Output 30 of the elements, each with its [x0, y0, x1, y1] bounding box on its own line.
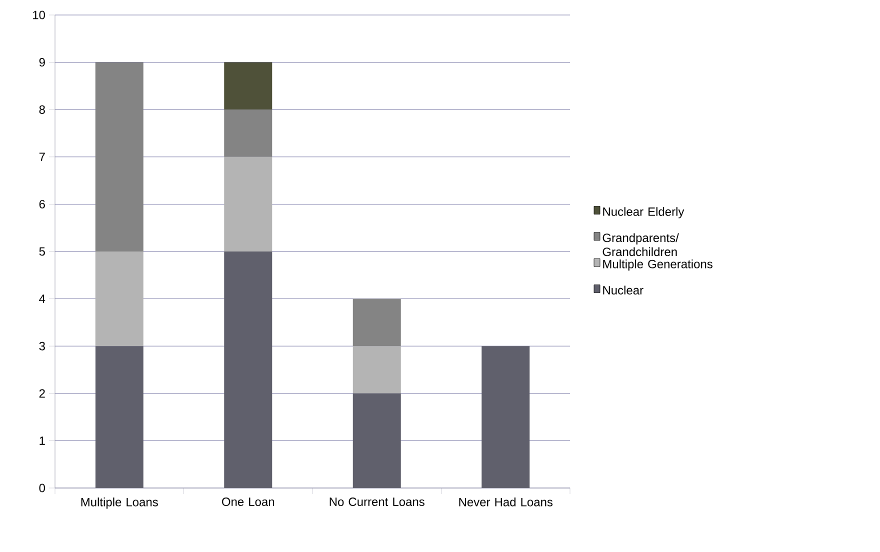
bar — [95, 251, 144, 346]
x-tick-label: One Loan — [222, 498, 274, 506]
y-tick-label: 1 — [40, 436, 45, 445]
y-tick-label: 7 — [39, 152, 45, 162]
x-tick-label: Multiple Loans — [81, 498, 158, 509]
y-tick-label: 0 — [39, 484, 46, 492]
legend-label: Grandparents/ Grandchildren — [602, 233, 679, 256]
y-tick-label: 6 — [39, 200, 45, 208]
bar — [352, 393, 401, 488]
y-tick-label: 8 — [39, 105, 45, 114]
y-tick-label: 5 — [39, 247, 45, 256]
legend-label: Nuclear — [603, 286, 644, 294]
bar — [224, 110, 272, 157]
x-tick-label: No Current Loans — [330, 498, 424, 506]
bar — [95, 62, 144, 252]
legend-label: Multiple Generations — [603, 260, 712, 271]
bar — [482, 346, 530, 488]
y-tick-label: 10 — [33, 10, 46, 20]
bar — [224, 62, 272, 110]
legend-label: Nuclear Elderly — [603, 207, 684, 218]
x-tick-label: Never Had Loans — [459, 498, 553, 506]
bar — [224, 156, 272, 252]
y-tick-label: 2 — [39, 389, 45, 398]
bar — [352, 298, 401, 346]
bar — [224, 251, 272, 488]
y-tick-label: 3 — [39, 342, 45, 350]
y-tick-label: 9 — [39, 58, 45, 67]
bar — [352, 346, 401, 394]
bar — [95, 346, 144, 488]
y-tick-label: 4 — [39, 294, 46, 303]
